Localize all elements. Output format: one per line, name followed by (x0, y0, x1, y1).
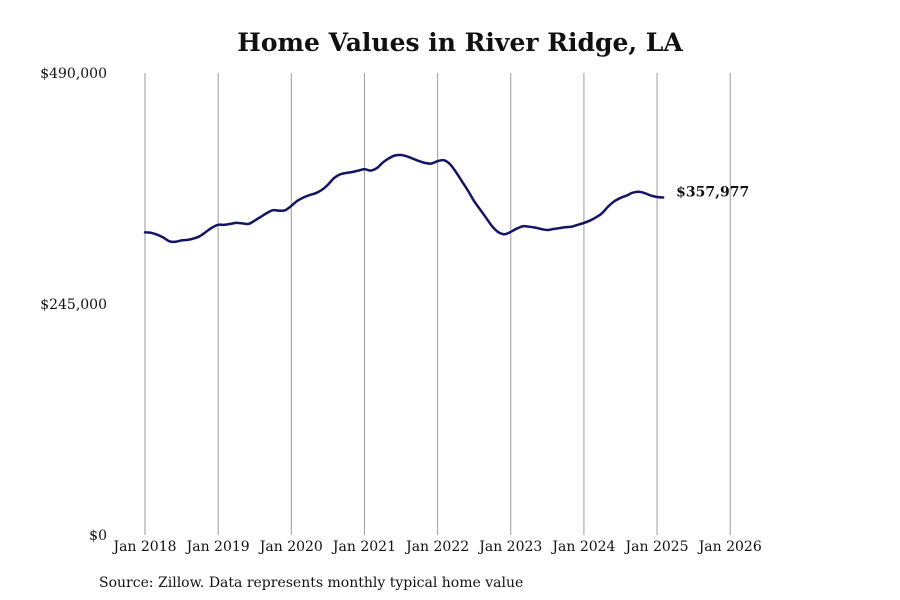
chart-title: Home Values in River Ridge, LA (237, 28, 683, 57)
x-tick-label: Jan 2019 (185, 539, 250, 555)
x-tick-label: Jan 2024 (550, 539, 615, 555)
x-tick-label: Jan 2026 (697, 539, 762, 555)
y-tick-label: $245,000 (40, 297, 107, 313)
x-tick-label: Jan 2022 (404, 539, 469, 555)
series-layer (143, 153, 665, 244)
x-tick-label: Jan 2023 (477, 539, 542, 555)
x-tick-label: Jan 2018 (111, 539, 176, 555)
series-line-home-value (143, 153, 665, 244)
grid-layer (144, 73, 731, 535)
x-tick-label: Jan 2020 (258, 539, 323, 555)
source-note: Source: Zillow. Data represents monthly … (99, 575, 523, 591)
x-axis-ticks: Jan 2018 Jan 2019 Jan 2020 Jan 2021 Jan 2022… (111, 539, 761, 555)
y-axis-ticks: $0 $245,000 $490,000 (40, 66, 107, 544)
y-tick-label: $490,000 (40, 66, 107, 82)
latest-value-label: $357,977 (676, 184, 749, 200)
x-tick-label: Jan 2021 (331, 539, 396, 555)
y-tick-label: $0 (89, 528, 107, 544)
x-tick-label: Jan 2025 (624, 539, 689, 555)
